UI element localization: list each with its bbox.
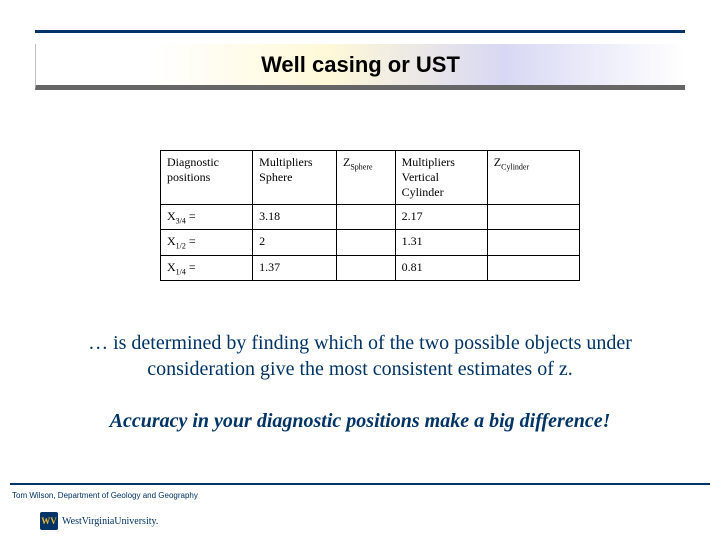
table-header-row: Diagnostic positions Multipliers Sphere … bbox=[161, 151, 580, 205]
cell-zcyl bbox=[487, 230, 579, 255]
cell-sphere: 2 bbox=[253, 230, 337, 255]
col-header: Multipliers Sphere bbox=[253, 151, 337, 205]
col-header: ZCylinder bbox=[487, 151, 579, 205]
wvu-logo-text: WestVirginiaUniversity. bbox=[62, 516, 158, 527]
cell-vc: 2.17 bbox=[395, 205, 487, 230]
accuracy-paragraph: Accuracy in your diagnostic positions ma… bbox=[60, 408, 660, 434]
cell-zcyl bbox=[487, 205, 579, 230]
cell-zsphere bbox=[336, 205, 395, 230]
table-row: X3/4 = 3.18 2.17 bbox=[161, 205, 580, 230]
cell-zsphere bbox=[336, 255, 395, 280]
cell-position: X1/4 = bbox=[161, 255, 253, 280]
footer-text: Tom Wilson, Department of Geology and Ge… bbox=[12, 491, 198, 500]
table-row: X1/4 = 1.37 0.81 bbox=[161, 255, 580, 280]
cell-zsphere bbox=[336, 230, 395, 255]
wvu-logo: WV WestVirginiaUniversity. bbox=[40, 512, 158, 530]
col-header: Diagnostic positions bbox=[161, 151, 253, 205]
cell-position: X3/4 = bbox=[161, 205, 253, 230]
body-paragraph: … is determined by finding which of the … bbox=[55, 330, 665, 382]
col-header: ZSphere bbox=[336, 151, 395, 205]
table-row: X1/2 = 2 1.31 bbox=[161, 230, 580, 255]
data-table: Diagnostic positions Multipliers Sphere … bbox=[160, 150, 580, 281]
cell-sphere: 1.37 bbox=[253, 255, 337, 280]
cell-position: X1/2 = bbox=[161, 230, 253, 255]
footer-rule bbox=[10, 483, 710, 485]
data-table-container: Diagnostic positions Multipliers Sphere … bbox=[160, 150, 580, 281]
cell-vc: 0.81 bbox=[395, 255, 487, 280]
wvu-badge-icon: WV bbox=[40, 512, 58, 530]
cell-zcyl bbox=[487, 255, 579, 280]
cell-vc: 1.31 bbox=[395, 230, 487, 255]
col-header: Multipliers Vertical Cylinder bbox=[395, 151, 487, 205]
cell-sphere: 3.18 bbox=[253, 205, 337, 230]
top-rule bbox=[35, 30, 685, 33]
title-bar: Well casing or UST bbox=[35, 44, 685, 90]
page-title: Well casing or UST bbox=[261, 52, 460, 78]
